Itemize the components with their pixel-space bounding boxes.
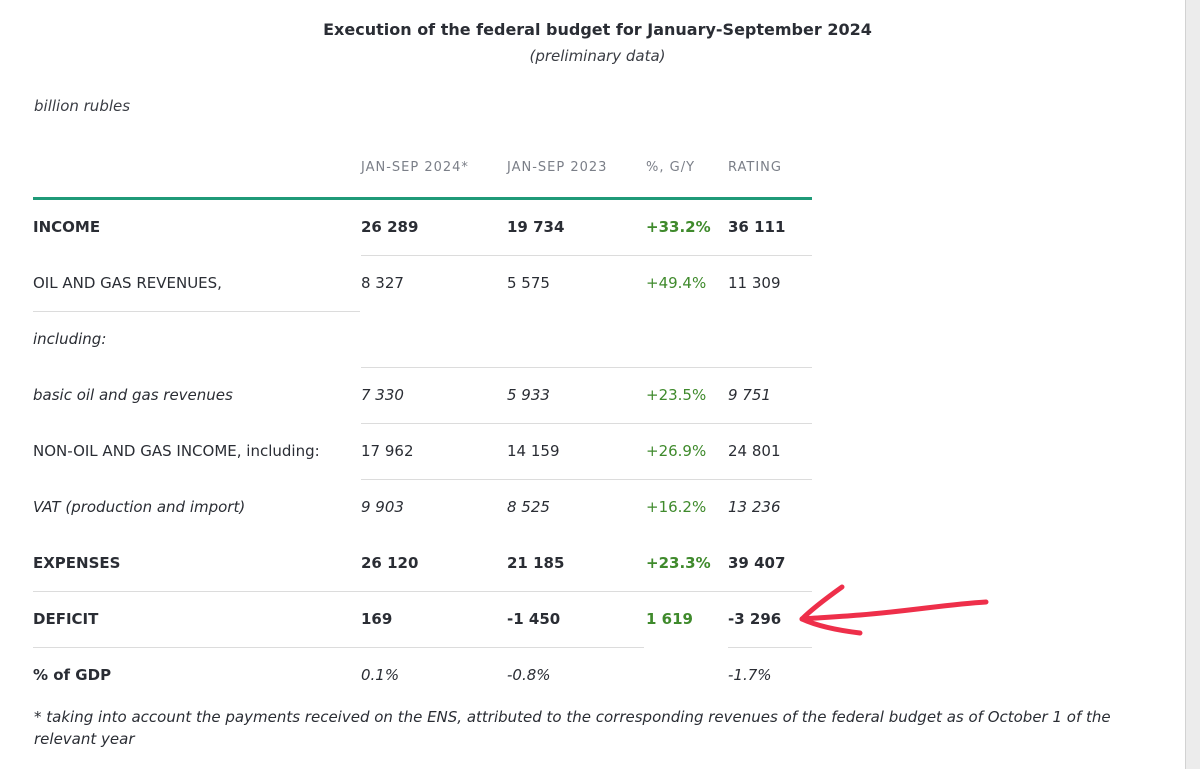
table-row-non-oil-gas-income: NON-OIL AND GAS INCOME, including: 17 96…	[0, 424, 1195, 480]
column-header-pct-gy: %, G/Y	[646, 160, 696, 175]
red-arrow-annotation-icon	[799, 584, 989, 636]
table-row-deficit: DEFICIT 169 -1 450 1 619 -3 296	[0, 592, 1195, 648]
value-rating: 36 111	[728, 218, 786, 236]
document-subtitle: (preliminary data)	[529, 47, 666, 65]
row-label: INCOME	[33, 218, 101, 236]
column-header-jan-sep-2023: JAN-SEP 2023	[507, 160, 608, 175]
row-label: DEFICIT	[33, 610, 99, 628]
value-2023: 8 525	[507, 498, 550, 516]
row-divider	[728, 647, 812, 648]
value-pct: +23.5%	[646, 386, 707, 404]
value-2023: 14 159	[507, 442, 560, 460]
row-label: % of GDP	[33, 666, 112, 684]
value-2024: 26 289	[361, 218, 419, 236]
value-2024: 9 903	[361, 498, 404, 516]
header-divider	[33, 197, 812, 200]
row-divider	[361, 367, 812, 368]
row-label: NON-OIL AND GAS INCOME, including:	[33, 442, 320, 460]
value-2024: 8 327	[361, 274, 404, 292]
column-header-jan-sep-2024: JAN-SEP 2024*	[361, 160, 469, 175]
table-row-oil-gas-revenues: OIL AND GAS REVENUES, 8 327 5 575 +49.4%…	[0, 256, 1195, 312]
row-divider	[33, 647, 644, 648]
value-2023: 5 575	[507, 274, 550, 292]
value-2023: -0.8%	[507, 666, 551, 684]
row-label: OIL AND GAS REVENUES,	[33, 274, 222, 292]
value-pct: +33.2%	[646, 218, 711, 236]
value-2024: 7 330	[361, 386, 404, 404]
value-pct: +16.2%	[646, 498, 707, 516]
value-2023: -1 450	[507, 610, 561, 628]
units-label: billion rubles	[34, 97, 131, 115]
value-2023: 21 185	[507, 554, 565, 572]
value-2023: 5 933	[507, 386, 550, 404]
table-row-expenses: EXPENSES 26 120 21 185 +23.3% 39 407	[0, 536, 1195, 592]
value-rating: 39 407	[728, 554, 786, 572]
document-title: Execution of the federal budget for Janu…	[323, 20, 872, 39]
table-row-vat: VAT (production and import) 9 903 8 525 …	[0, 480, 1195, 536]
table-row-pct-gdp: % of GDP 0.1% -0.8% -1.7%	[0, 648, 1195, 704]
row-label: including:	[33, 330, 107, 348]
value-2023: 19 734	[507, 218, 565, 236]
row-divider	[33, 591, 812, 592]
window-edge	[1185, 0, 1200, 769]
value-rating: 13 236	[728, 498, 781, 516]
value-pct: +49.4%	[646, 274, 707, 292]
value-2024: 26 120	[361, 554, 419, 572]
row-divider	[361, 479, 812, 480]
row-label: basic oil and gas revenues	[33, 386, 233, 404]
row-label: EXPENSES	[33, 554, 121, 572]
table-row-basic-oil-gas: basic oil and gas revenues 7 330 5 933 +…	[0, 368, 1195, 424]
value-pct: 1 619	[646, 610, 693, 628]
value-2024: 0.1%	[361, 666, 400, 684]
value-2024: 169	[361, 610, 393, 628]
value-pct: +23.3%	[646, 554, 711, 572]
row-label: VAT (production and import)	[33, 498, 246, 516]
value-rating: 11 309	[728, 274, 781, 292]
value-rating: 24 801	[728, 442, 781, 460]
row-divider	[361, 423, 812, 424]
table-row-income: INCOME 26 289 19 734 +33.2% 36 111	[0, 200, 1195, 256]
value-rating: -3 296	[728, 610, 782, 628]
value-rating: -1.7%	[728, 666, 772, 684]
value-2024: 17 962	[361, 442, 414, 460]
footnote: * taking into account the payments recei…	[34, 708, 1111, 748]
value-rating: 9 751	[728, 386, 771, 404]
row-divider	[33, 311, 360, 312]
table-row-including: including:	[0, 312, 1195, 368]
row-divider	[361, 255, 812, 256]
column-header-rating: RATING	[728, 160, 782, 175]
value-pct: +26.9%	[646, 442, 707, 460]
